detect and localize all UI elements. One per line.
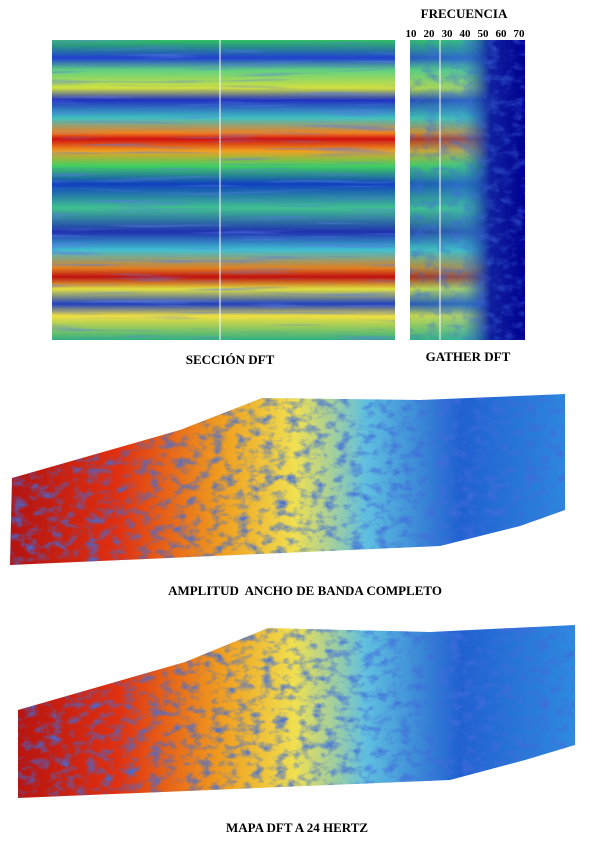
dft-map: [18, 625, 575, 798]
frequency-title: FRECUENCIA: [421, 6, 508, 21]
map-label: MAPA DFT A 24 HERTZ: [226, 820, 368, 835]
map-label: AMPLITUD ANCHO DE BANDA COMPLETO: [168, 583, 442, 598]
frequency-tick: 40: [460, 28, 472, 40]
frequency-tick: 60: [496, 28, 508, 40]
frequency-tick: 10: [406, 28, 418, 40]
frequency-tick: 20: [424, 28, 436, 40]
frequency-tick: 30: [442, 28, 454, 40]
amplitude-map: [10, 394, 565, 565]
section-label: SECCIÓN DFT: [186, 352, 275, 367]
frequency-tick: 70: [514, 28, 526, 40]
frequency-ticks: 10 20 30 40 50 60 70: [406, 28, 526, 40]
frequency-tick: 50: [478, 28, 490, 40]
section-panel: [52, 40, 395, 340]
gather-panel: [410, 40, 525, 340]
gather-label: GATHER DFT: [426, 349, 511, 364]
